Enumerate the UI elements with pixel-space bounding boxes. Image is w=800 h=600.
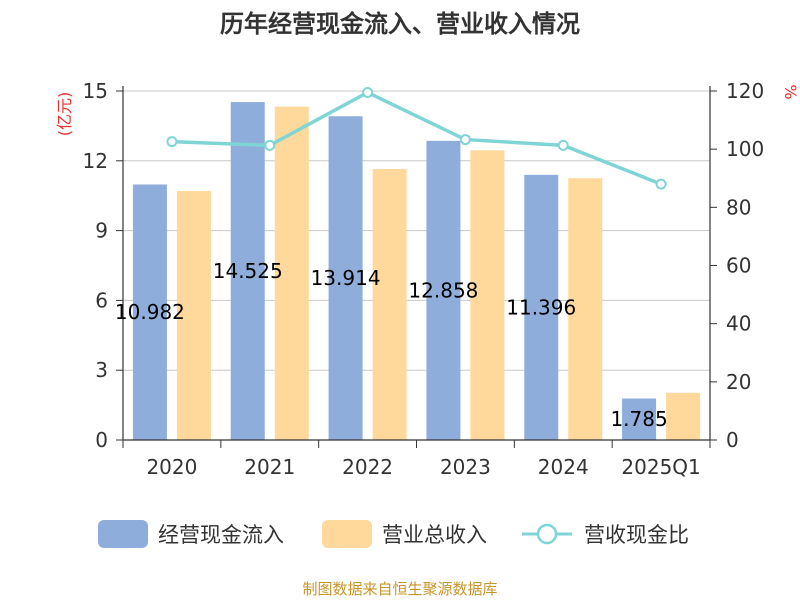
legend-label-revenue: 营业总收入: [382, 523, 487, 547]
data-label-2023: 12.858: [408, 278, 478, 302]
right-tick-label-40: 40: [726, 312, 751, 336]
right-tick-label-100: 100: [726, 137, 764, 161]
data-labels: 10.982 14.525 13.914 12.858 11.396 1.785: [115, 259, 668, 431]
right-tick-label-20: 20: [726, 370, 751, 394]
bar-cash-inflow-2020: [132, 184, 167, 440]
bars: [132, 102, 701, 440]
x-tick-label-2020: 2020: [146, 455, 197, 479]
right-tick-label-120: 120: [726, 79, 764, 103]
right-axis-title: %: [781, 84, 800, 99]
bar-cash-inflow-2025Q1: [622, 398, 657, 440]
legend-label-ratio: 营收现金比: [584, 523, 689, 547]
bar-revenue-2025Q1: [666, 392, 701, 440]
bar-cash-inflow-2024: [524, 174, 559, 440]
left-tick-label-6: 6: [95, 288, 108, 312]
x-tick-label-2022: 2022: [342, 455, 393, 479]
left-tick-label-12: 12: [83, 149, 108, 173]
bar-revenue-2023: [470, 150, 505, 440]
data-label-2024: 11.396: [506, 295, 576, 319]
left-axis-title: (亿元): [55, 92, 74, 137]
left-tick-label-9: 9: [95, 219, 108, 243]
grid-lines: [123, 90, 710, 371]
data-label-2020: 10.982: [115, 300, 185, 324]
x-tick-label-2023: 2023: [440, 455, 491, 479]
bar-revenue-2022: [372, 168, 407, 440]
data-label-2025Q1: 1.785: [610, 407, 667, 431]
bar-revenue-2020: [176, 191, 211, 440]
ratio-line-path: [171, 90, 662, 186]
axes: 0 3 6 9 12 15 0 20 40 60 80 100 120 2020 2021 2022 2023 2…: [83, 79, 765, 479]
right-tick-label-60: 60: [726, 254, 751, 278]
ratio-point-2023: [459, 134, 471, 146]
legend-label-cash-inflow: 经营现金流入: [158, 523, 284, 547]
legend-marker-ratio: [536, 523, 558, 545]
right-tick-label-80: 80: [726, 195, 751, 219]
bar-cash-inflow-2021: [230, 102, 265, 440]
left-tick-label-0: 0: [95, 428, 108, 452]
x-tick-label-2021: 2021: [244, 455, 295, 479]
ratio-line: [166, 86, 667, 190]
data-label-2022: 13.914: [311, 266, 381, 290]
x-tick-label-2024: 2024: [538, 455, 589, 479]
left-tick-label-3: 3: [95, 358, 108, 382]
bar-revenue-2021: [274, 106, 309, 440]
right-tick-label-0: 0: [726, 428, 739, 452]
x-tick-label-2025Q1: 2025Q1: [621, 455, 700, 479]
ratio-point-2024: [557, 139, 569, 151]
source-note: 制图数据来自恒生聚源数据库: [302, 580, 497, 598]
bar-cash-inflow-2022: [328, 116, 363, 440]
data-label-2021: 14.525: [213, 259, 283, 283]
ratio-point-2025Q1: [655, 178, 667, 190]
bar-revenue-2024: [568, 178, 603, 440]
ratio-point-2020: [166, 136, 178, 148]
legend-swatch-cash-inflow: [98, 520, 148, 548]
ratio-point-2022: [362, 86, 374, 98]
ratio-point-2021: [264, 139, 276, 151]
legend-swatch-revenue: [322, 520, 372, 548]
left-tick-label-15: 15: [83, 79, 108, 103]
legend: 经营现金流入 营业总收入 营收现金比: [98, 520, 689, 548]
chart-title: 历年经营现金流入、营业收入情况: [220, 10, 580, 38]
bar-cash-inflow-2023: [426, 140, 461, 440]
